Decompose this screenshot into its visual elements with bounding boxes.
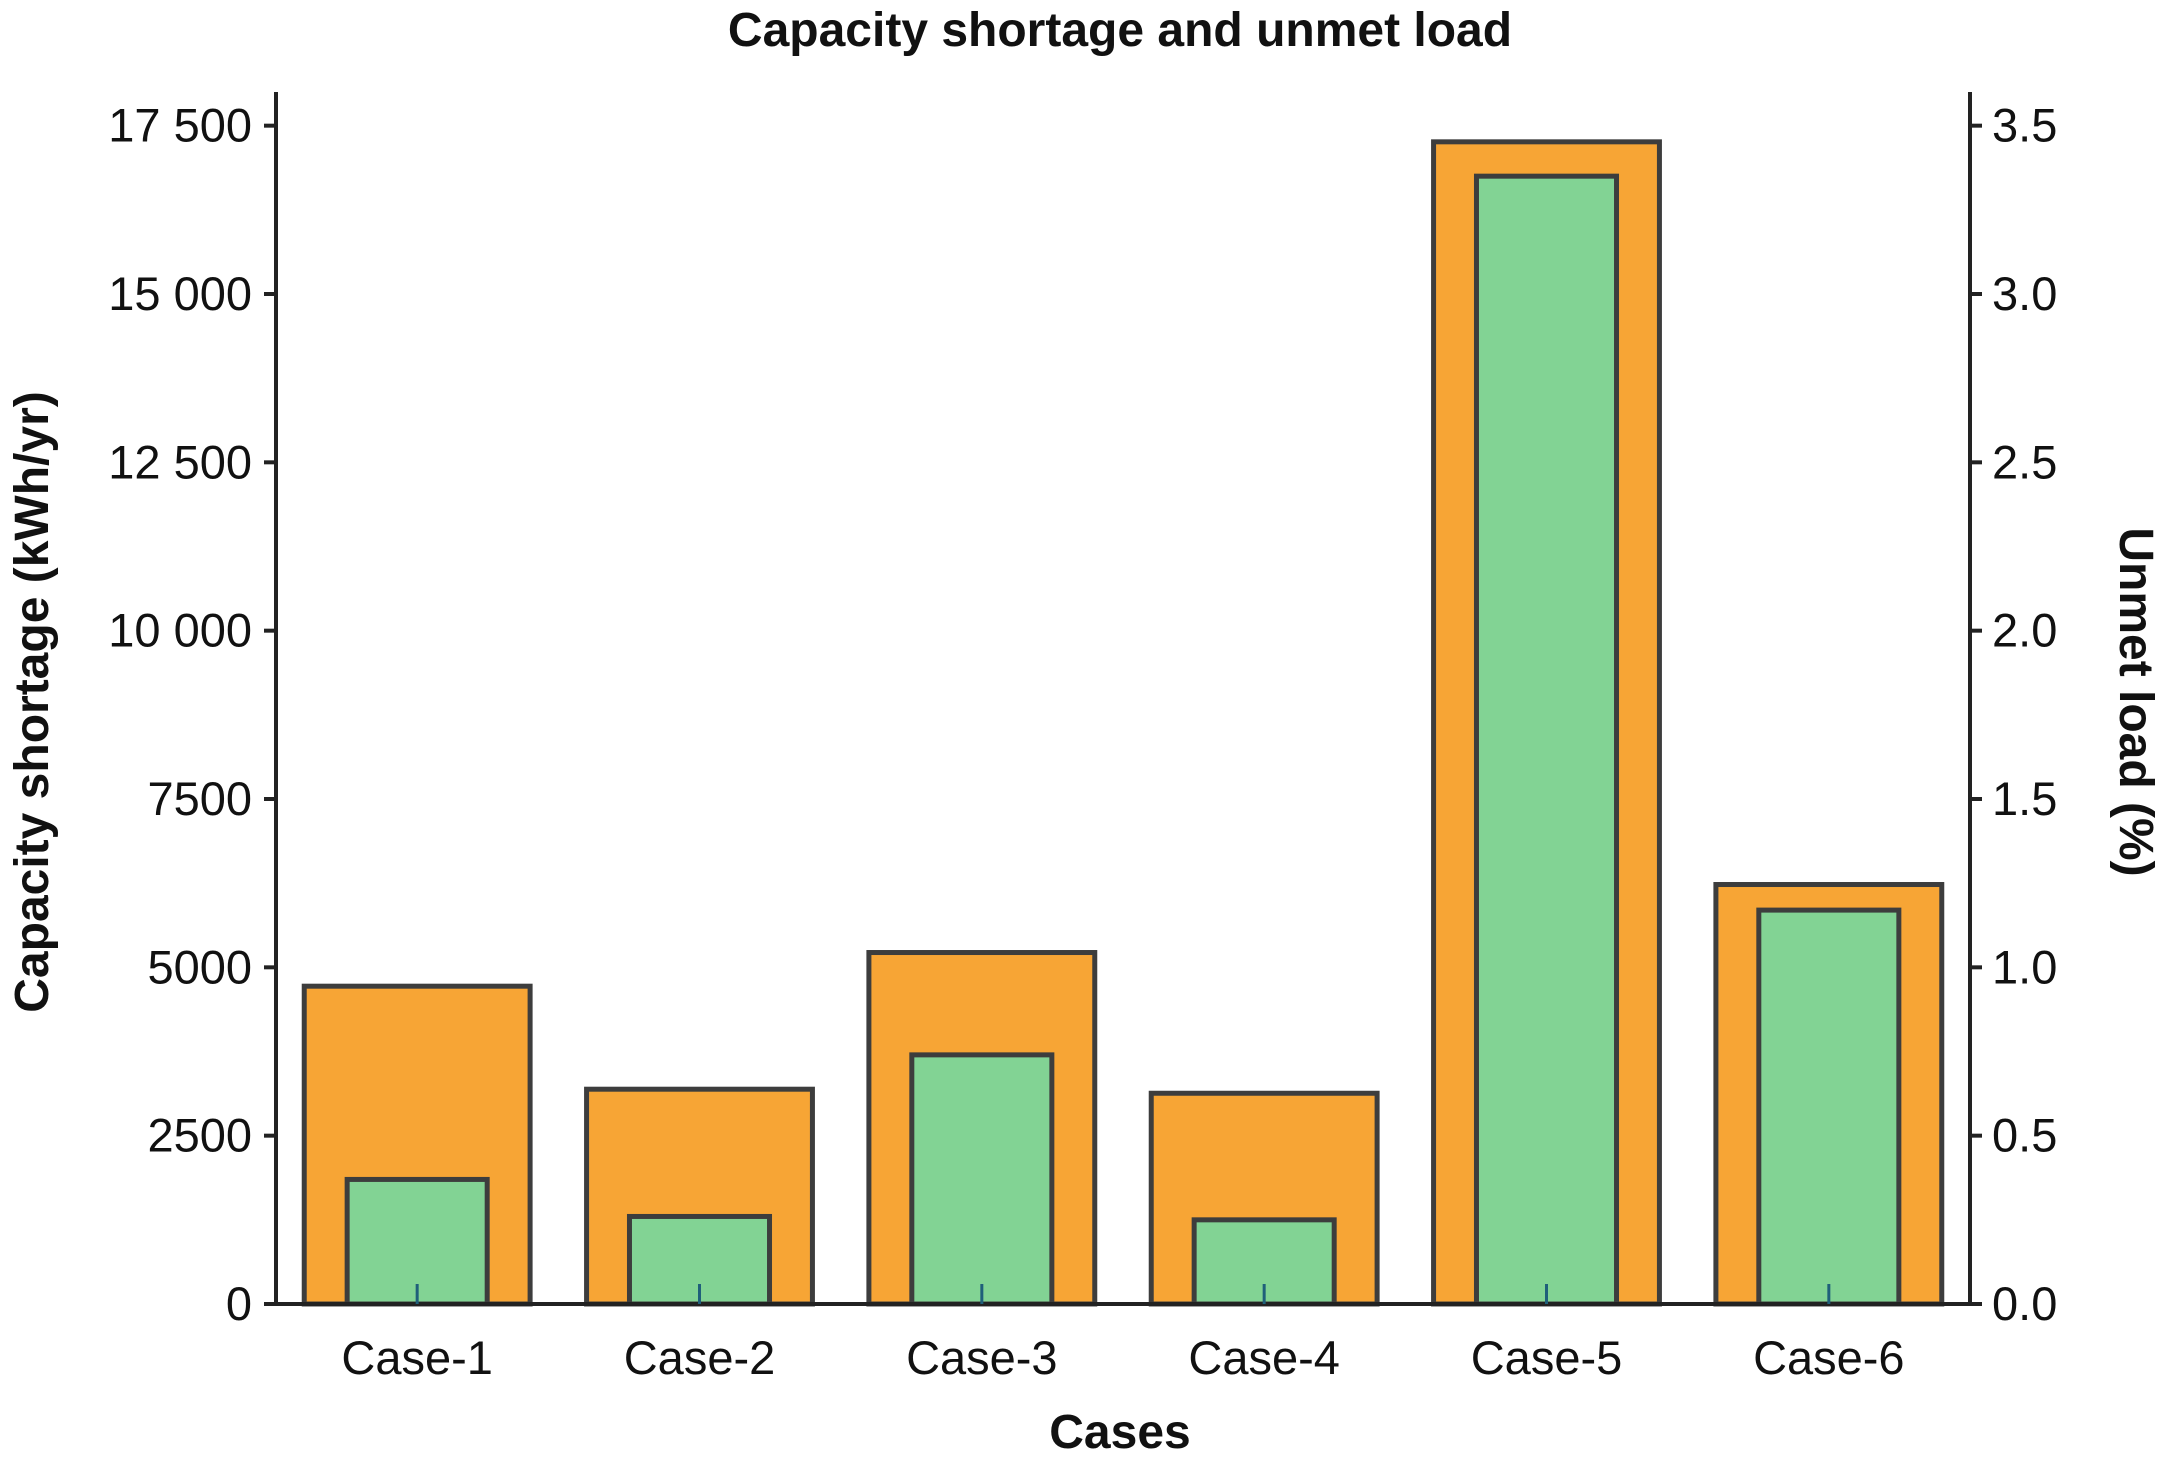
x-tick-label-3: Case-3 (906, 1331, 1058, 1384)
bar-unmet-load-6 (1756, 907, 1902, 1307)
x-tick-label-6: Case-6 (1753, 1331, 1905, 1384)
x-axis-label: Cases (1049, 1406, 1190, 1459)
y2-tick-label-6: 3.0 (1992, 267, 2057, 320)
y2-tick-label-0: 0.0 (1992, 1277, 2057, 1330)
y2-tick-label-2: 1.0 (1992, 940, 2057, 993)
y-tick-label-3: 7500 (147, 772, 252, 825)
chart-title: Capacity shortage and unmet load (728, 4, 1512, 57)
x-tick-label-5: Case-5 (1471, 1331, 1623, 1384)
y-tick-label-4: 10 000 (108, 604, 252, 657)
y2-tick-label-3: 1.5 (1992, 772, 2057, 825)
bar-unmet-load-5 (1473, 173, 1620, 1307)
y2-axis-label: Unmet load (%) (2109, 527, 2162, 876)
y-tick-label-2: 5000 (147, 940, 252, 993)
y-tick-label-1: 2500 (147, 1109, 252, 1162)
x-tick-label-2: Case-2 (624, 1331, 776, 1384)
y2-tick-label-4: 2.0 (1992, 604, 2057, 657)
y-tick-label-5: 12 500 (108, 435, 252, 488)
bars-group (301, 139, 1945, 1307)
x-tick-label-1: Case-1 (341, 1331, 493, 1384)
y2-tick-label-7: 3.5 (1992, 99, 2057, 152)
ticks-group: Case-1 Case-2 Case-3 Case-4 Case-5 Case-6 0 250… (108, 99, 2057, 1384)
y2-tick-label-5: 2.5 (1992, 435, 2057, 488)
y-tick-label-7: 17 500 (108, 99, 252, 152)
x-tick-label-4: Case-4 (1188, 1331, 1340, 1384)
y-tick-label-0: 0 (226, 1277, 252, 1330)
y-axis-label: Capacity shortage (kWh/yr) (6, 391, 59, 1012)
bar-unmet-load-3 (909, 1052, 1055, 1307)
y-tick-label-6: 15 000 (108, 267, 252, 320)
y2-tick-label-1: 0.5 (1992, 1109, 2057, 1162)
